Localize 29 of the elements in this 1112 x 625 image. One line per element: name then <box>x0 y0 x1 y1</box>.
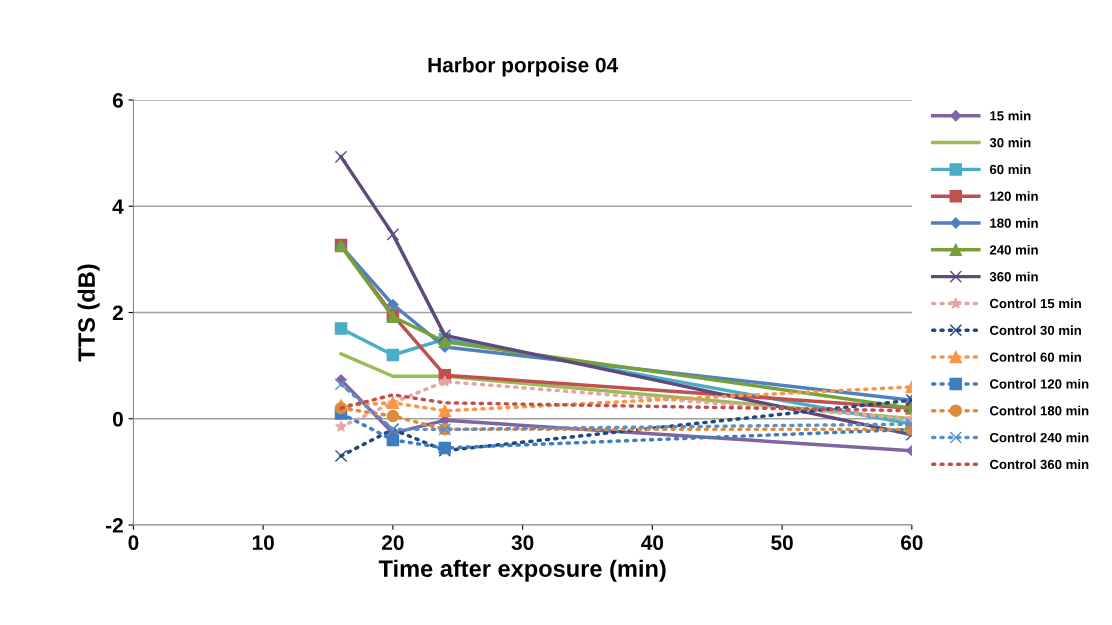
legend-label: 240 min <box>989 244 1038 255</box>
x-tick-label: 60 <box>901 535 923 551</box>
legend-label: Control 180 min <box>989 405 1089 416</box>
legend-label: Control 15 min <box>989 298 1081 309</box>
y-tick-label: 2 <box>112 305 123 321</box>
x-tick-label: 40 <box>641 535 664 551</box>
chart-title: Harbor porpoise 04 <box>428 57 619 77</box>
legend-label: 360 min <box>989 271 1038 282</box>
y-tick-label: 6 <box>112 93 123 108</box>
legend-label: 15 min <box>990 110 1031 121</box>
x-tick-label: 0 <box>128 535 139 551</box>
y-axis-title: TTS (dB) <box>77 264 100 362</box>
legend-label: Control 60 min <box>989 352 1081 362</box>
x-tick-label: 50 <box>771 535 793 551</box>
x-tick-label: 30 <box>511 535 534 551</box>
legend-label: 180 min <box>990 218 1038 228</box>
legend-label: Control 240 min <box>989 432 1089 443</box>
legend-label: 120 min <box>990 191 1038 201</box>
x-tick-label: 20 <box>382 535 404 551</box>
y-tick-label: -2 <box>106 518 123 533</box>
y-tick-label: 0 <box>112 411 123 427</box>
y-tick-label: 4 <box>112 199 124 214</box>
x-tick-label: 10 <box>252 535 274 551</box>
legend-label: 60 min <box>989 164 1031 175</box>
legend-label: Control 360 min <box>989 459 1089 470</box>
legend-label: Control 30 min <box>989 325 1081 336</box>
legend-label: Control 120 min <box>989 378 1089 389</box>
legend-label: 30 min <box>989 137 1031 148</box>
x-axis-title: Time after exposure (min) <box>378 559 666 582</box>
